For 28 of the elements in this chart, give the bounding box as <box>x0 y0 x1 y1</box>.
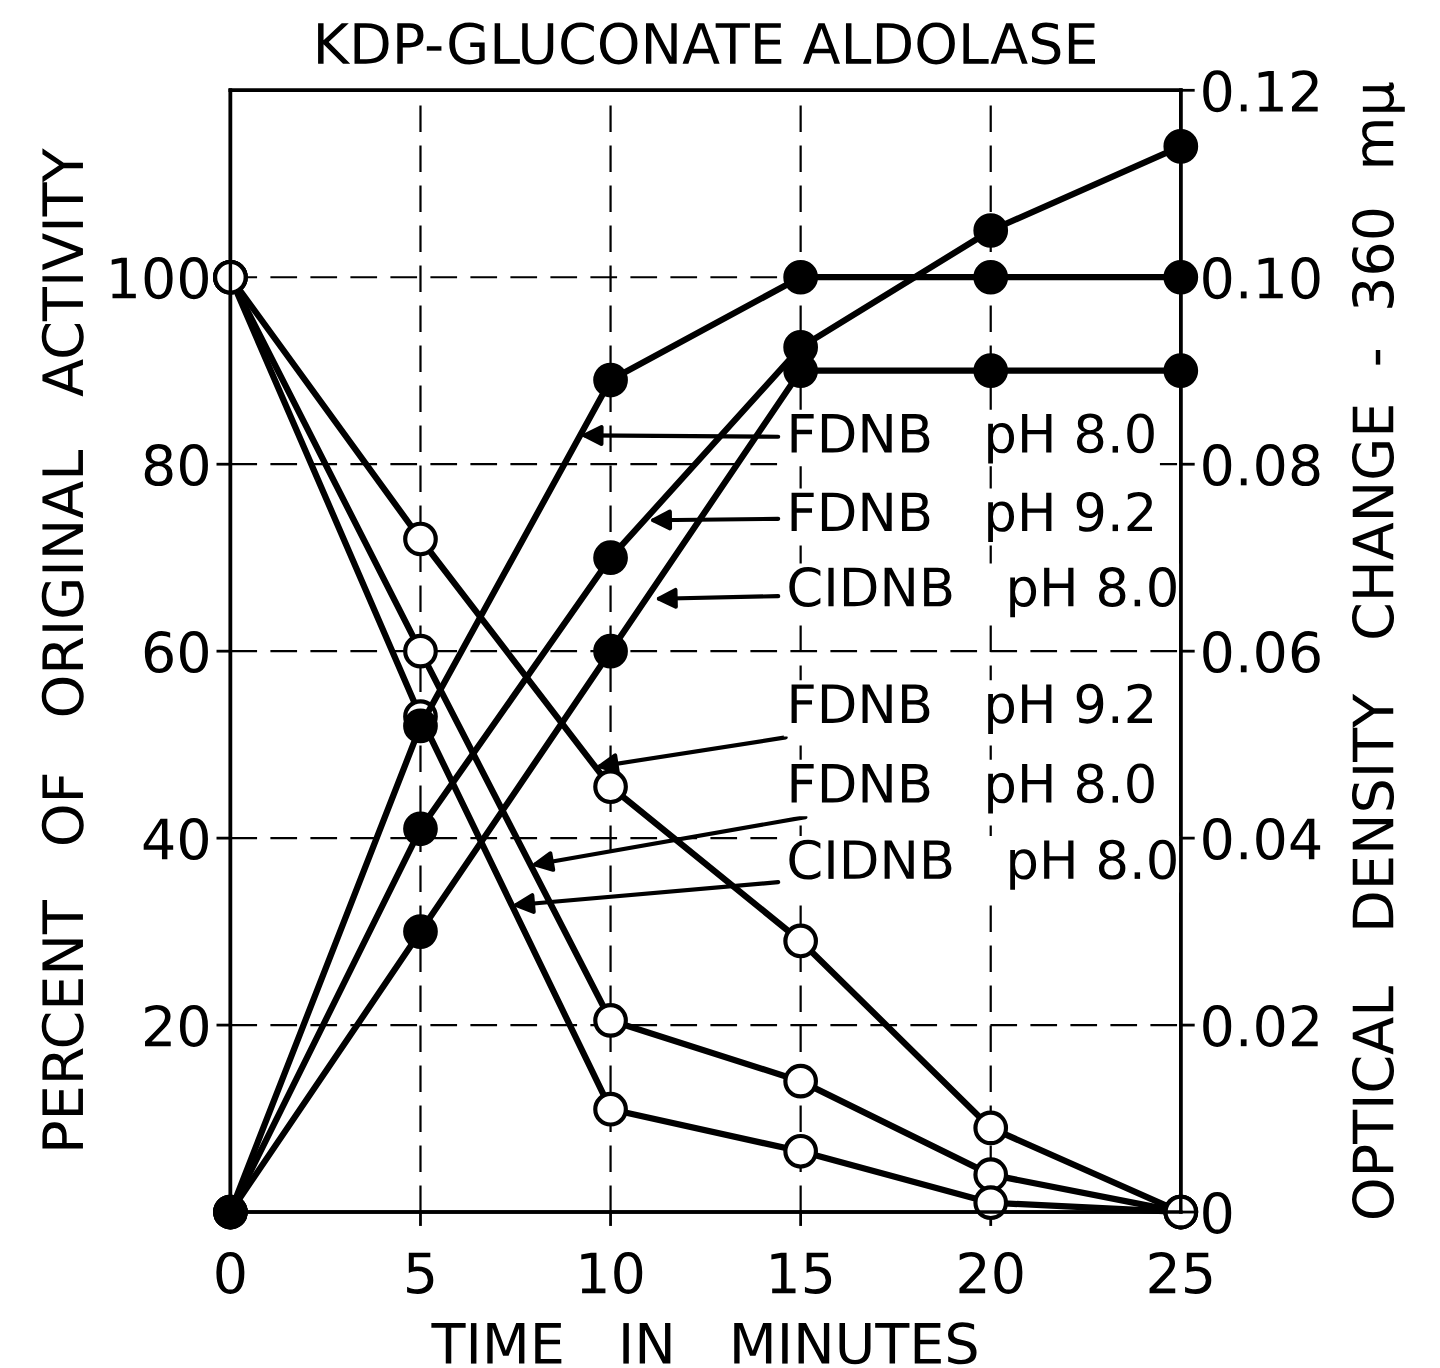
chart-title: KDP-GLUCONATE ALDOLASE <box>318 22 1095 65</box>
y2-tick-label: 0.08 <box>1203 444 1320 487</box>
annotation: CIDNB pH 8.0 <box>789 567 1176 618</box>
x-tick-label: 20 <box>959 1251 1023 1294</box>
x-tick-label: 15 <box>771 1252 832 1294</box>
x-axis-title: TIME IN MINUTES <box>431 1322 977 1365</box>
x-tick-label: 25 <box>1149 1251 1212 1294</box>
y-tick-label: 100 <box>111 257 208 300</box>
annotation: FDNB pH 9.2 <box>791 683 1153 734</box>
annotation: FDNB pH 8.0 <box>791 763 1154 814</box>
annotation: FDNB pH 8.0 <box>791 413 1154 464</box>
annotation: CIDNB pH 8.0 <box>789 839 1176 890</box>
y2-tick-label: 0.10 <box>1203 257 1320 300</box>
x-tick-label: 5 <box>407 1252 434 1294</box>
y-tick-label: 60 <box>144 631 208 674</box>
y2-tick-label: 0 <box>1203 1191 1232 1234</box>
y-tick-label: 20 <box>145 1004 208 1047</box>
y2-tick-label: 0.02 <box>1203 1004 1318 1047</box>
y2-tick-label: 0.12 <box>1203 70 1318 113</box>
x-tick-label: 10 <box>581 1251 643 1294</box>
y2-tick-label: 0.04 <box>1203 818 1321 861</box>
y-tick-label: 80 <box>144 444 208 487</box>
x-tick-label: 0 <box>216 1251 245 1294</box>
y-tick-label: 40 <box>143 818 208 861</box>
y-axis-title: PERCENT OF ORIGINAL ACTIVITY <box>41 148 84 1149</box>
y2-axis-title: OPTICAL DENSITY CHANGE - 360 mμ <box>1352 82 1405 1219</box>
annotation: FDNB pH 9.2 <box>791 491 1153 543</box>
y2-tick-label: 0.06 <box>1203 631 1320 674</box>
